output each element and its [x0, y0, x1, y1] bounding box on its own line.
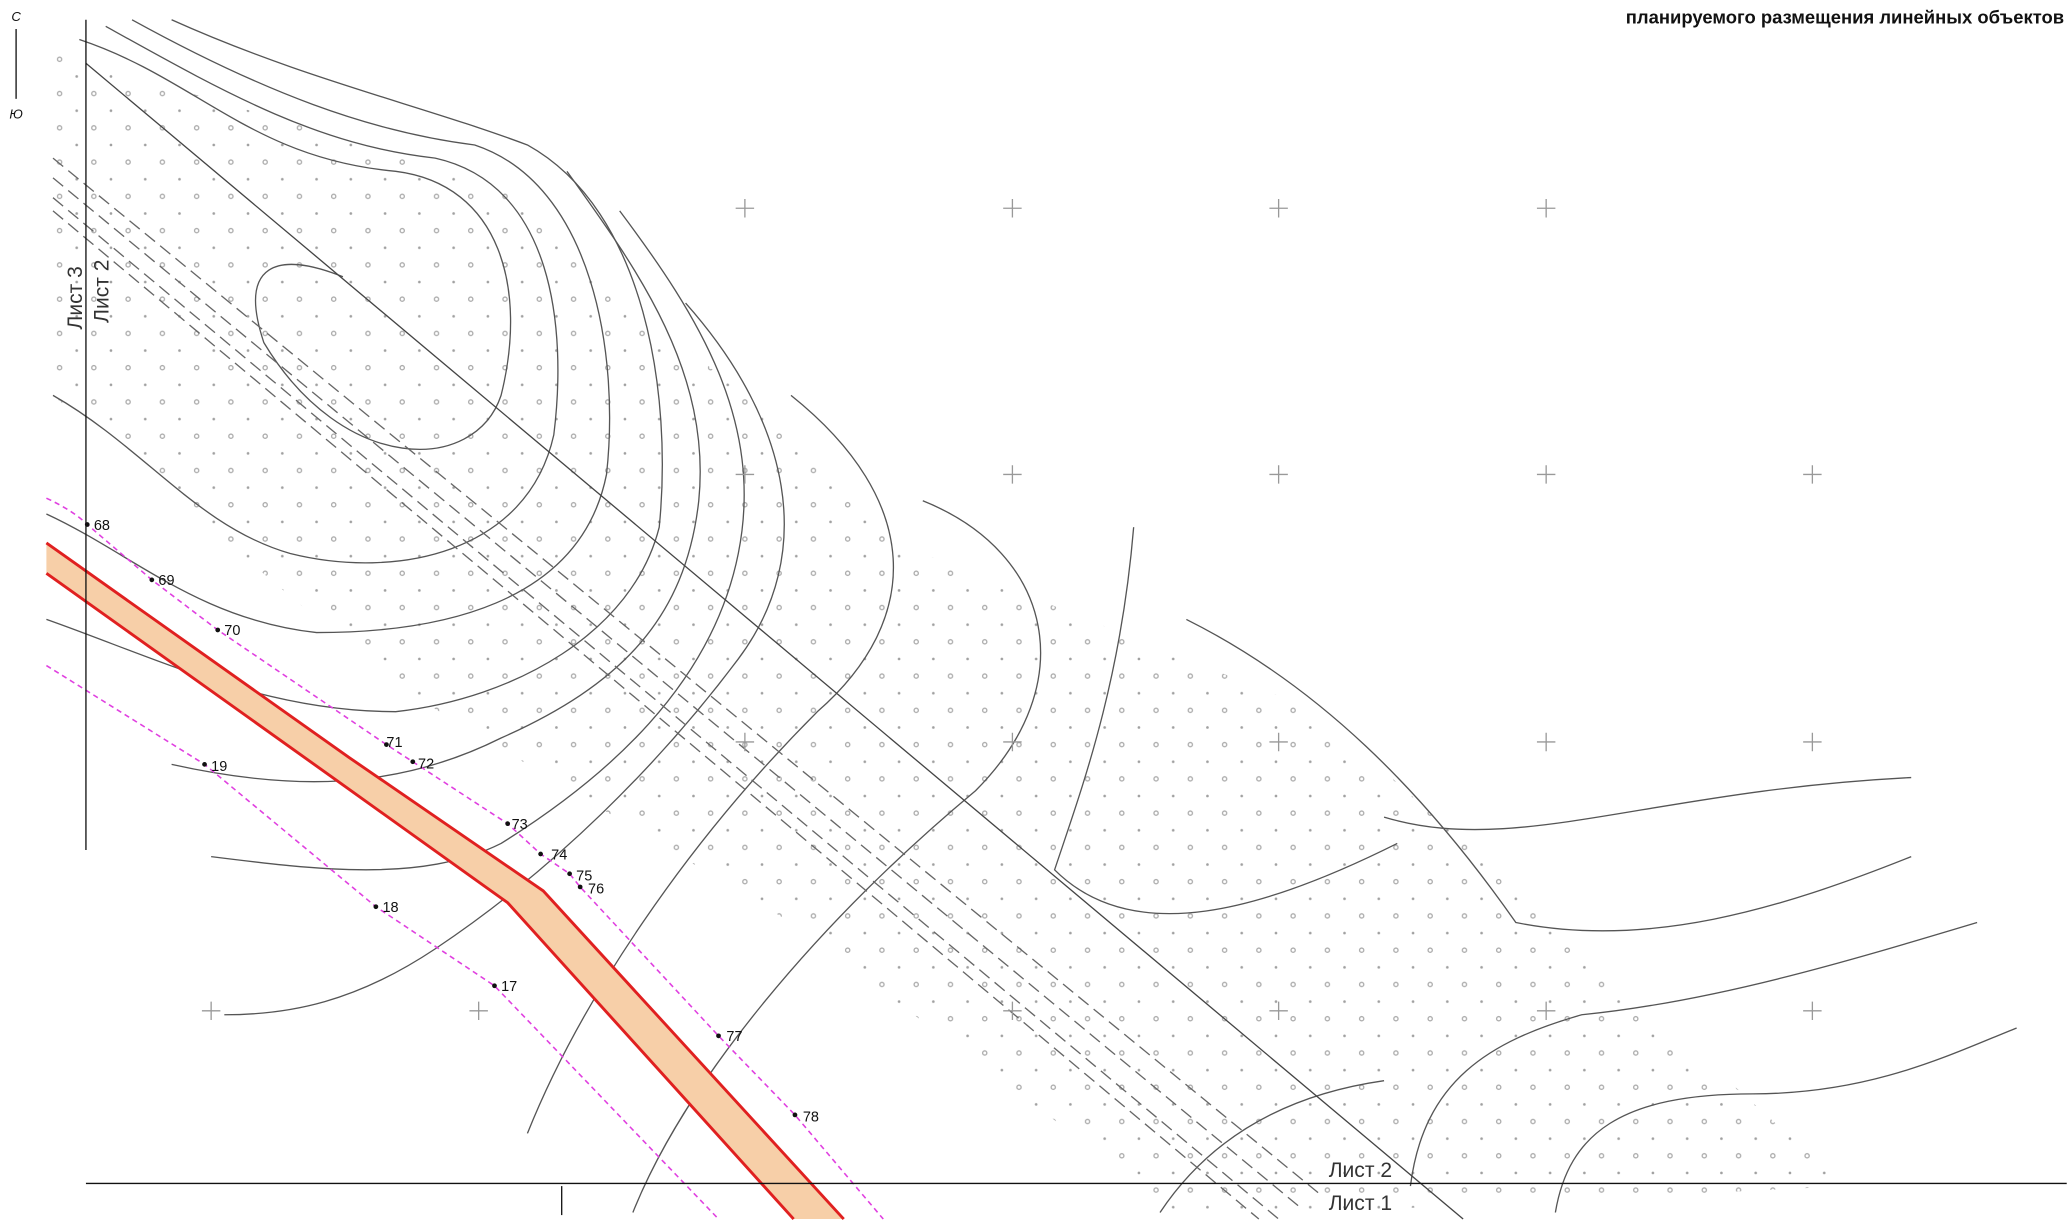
point-label: 73: [512, 817, 528, 833]
road: [52, 62, 1464, 1220]
point-label: 78: [803, 1110, 819, 1126]
point-label: 17: [501, 979, 517, 995]
point-label: 72: [418, 756, 434, 772]
sheet-label: Лист 2: [1329, 1159, 1392, 1182]
point-label: 71: [386, 735, 402, 751]
terrain: [46, 19, 2017, 1220]
sheet-label: Лист 2: [90, 259, 113, 322]
point-label: 77: [726, 1029, 742, 1045]
point-markers: [84, 522, 798, 1118]
point-label: 75: [576, 868, 592, 884]
sheet-label: Лист 3: [64, 266, 87, 329]
point-label: 70: [224, 623, 240, 639]
title: планируемого размещения линейных объекто…: [1626, 7, 2064, 28]
point-label: 76: [588, 882, 604, 898]
compass-north: С: [11, 9, 21, 24]
compass-south: Ю: [9, 107, 23, 122]
point-labels: 68 69 70 71 72 73 74 75 76 77 78 19 18 1…: [94, 518, 819, 1126]
point-label: 18: [382, 900, 398, 916]
frame: [15, 19, 2067, 1216]
point-label: 69: [158, 573, 174, 589]
point-label: 74: [551, 847, 567, 863]
point-label: 68: [94, 518, 110, 534]
sheet-label: Лист 1: [1329, 1192, 1392, 1215]
grid-crosses: [201, 199, 1822, 1021]
point-label: 19: [211, 759, 227, 775]
